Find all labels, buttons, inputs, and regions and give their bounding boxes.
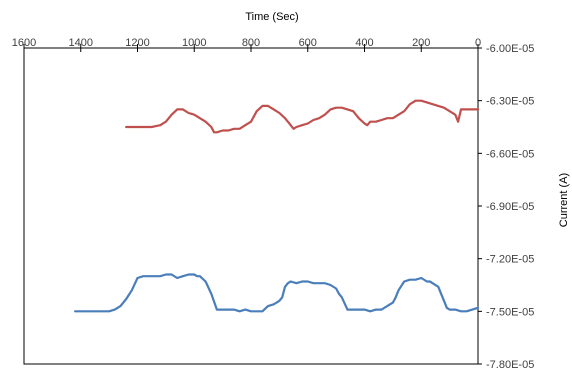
x-tick-label: 0 <box>475 37 481 49</box>
x-tick-label: 1600 <box>12 37 36 49</box>
y-tick-label: -6.90E-05 <box>486 201 534 213</box>
y-tick-label: -6.30E-05 <box>486 96 534 108</box>
x-axis-title: Time (Sec) <box>245 11 298 23</box>
series-2-line <box>73 273 480 313</box>
x-tick-label: 600 <box>299 37 317 49</box>
x-tick-label: 200 <box>412 37 430 49</box>
x-tick-label: 1000 <box>182 37 206 49</box>
y-tick-label: -7.20E-05 <box>486 254 534 266</box>
y-tick-label: -7.50E-05 <box>486 306 534 318</box>
y-tick-label: -6.60E-05 <box>486 148 534 160</box>
series-1-line <box>125 99 480 134</box>
x-tick-label: 800 <box>242 37 260 49</box>
x-axis-ticks: 1600 1400 1200 1000 800 600 400 200 0 <box>12 37 481 52</box>
x-tick-label: 1400 <box>69 37 93 49</box>
x-tick-label: 400 <box>355 37 373 49</box>
y-axis-title: Current (A) <box>558 173 570 227</box>
y-axis-ticks: -6.00E-05 -6.30E-05 -6.60E-05 -6.90E-05 -7.2… <box>478 43 534 371</box>
x-tick-label: 1200 <box>125 37 149 49</box>
y-tick-label: -6.00E-05 <box>486 43 534 55</box>
y-tick-label: -7.80E-05 <box>486 359 534 371</box>
series-layer <box>73 99 480 313</box>
